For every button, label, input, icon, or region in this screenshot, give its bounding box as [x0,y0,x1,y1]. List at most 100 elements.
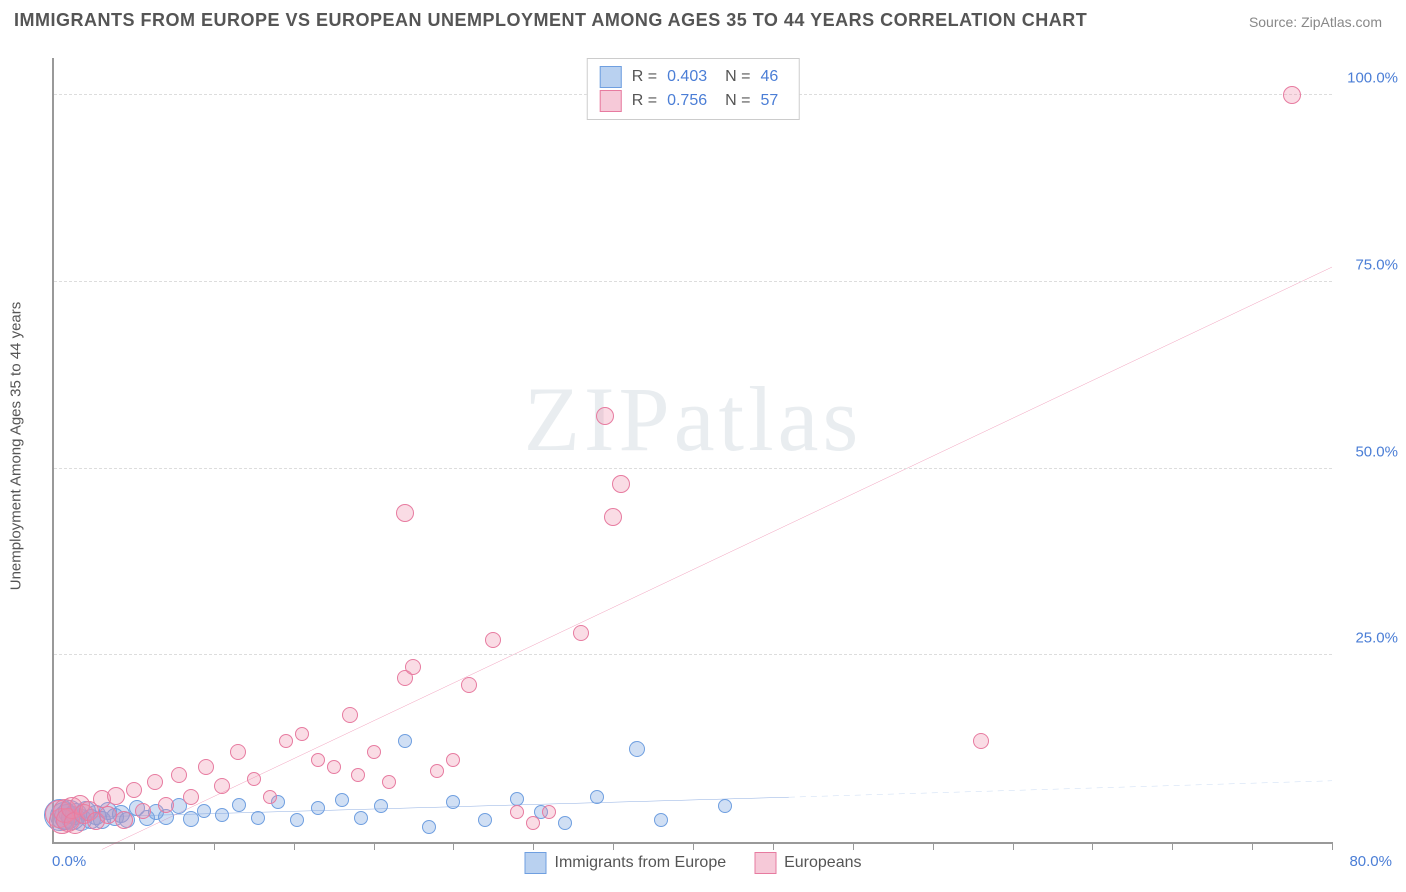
n-label: N = [725,89,750,113]
scatter-point-immigrants [422,820,436,834]
scatter-point-europeans [446,753,460,767]
x-tick [613,842,614,850]
scatter-point-immigrants [215,808,229,822]
legend-stats-box: R = 0.403 N = 46R = 0.756 N = 57 [587,58,800,120]
y-tick-label: 25.0% [1355,630,1398,647]
x-tick [214,842,215,850]
chart-plot-area: ZIPatlas R =0.403N =46R =0.756N =57 0.0%… [52,58,1332,844]
scatter-point-immigrants [654,813,668,827]
scatter-point-europeans [485,632,501,648]
y-tick-label: 75.0% [1355,257,1398,274]
x-axis-end-label: 80.0% [1349,853,1392,870]
legend-series-box: Immigrants from Europe Europeans [525,852,862,874]
scatter-point-immigrants [510,792,524,806]
r-label: R = [632,89,657,113]
scatter-point-immigrants [718,799,732,813]
source-label: Source: ZipAtlas.com [1249,14,1382,30]
x-tick [533,842,534,850]
scatter-point-europeans [973,733,989,749]
scatter-point-europeans [135,803,151,819]
scatter-point-europeans [198,759,214,775]
scatter-point-immigrants [290,813,304,827]
scatter-point-europeans [171,767,187,783]
scatter-point-immigrants [354,811,368,825]
x-tick [933,842,934,850]
y-tick-label: 50.0% [1355,443,1398,460]
legend-swatch [754,852,776,874]
scatter-point-europeans [214,778,230,794]
x-tick [1252,842,1253,850]
scatter-point-immigrants [251,811,265,825]
x-tick [134,842,135,850]
legend-item-immigrants: Immigrants from Europe [525,852,727,874]
scatter-point-europeans [327,760,341,774]
legend-item-europeans: Europeans [754,852,861,874]
scatter-point-europeans [279,734,293,748]
y-tick-label: 100.0% [1347,70,1398,87]
scatter-point-europeans [115,811,133,829]
x-tick [1092,842,1093,850]
legend-label: Immigrants from Europe [555,854,727,872]
scatter-point-immigrants [197,804,211,818]
legend-swatch [525,852,547,874]
scatter-point-europeans [542,805,556,819]
scatter-point-europeans [396,504,414,522]
scatter-point-europeans [147,774,163,790]
scatter-point-europeans [382,775,396,789]
scatter-point-immigrants [590,790,604,804]
scatter-point-europeans [183,789,199,805]
scatter-point-immigrants [558,816,572,830]
scatter-point-europeans [295,727,309,741]
legend-stats-row-immigrants: R =0.403N =46 [600,65,787,89]
scatter-point-europeans [510,805,524,819]
scatter-point-immigrants [374,799,388,813]
scatter-point-europeans [126,782,142,798]
scatter-point-immigrants [311,801,325,815]
scatter-point-immigrants [232,798,246,812]
legend-swatch [600,90,622,112]
scatter-point-europeans [1283,86,1301,104]
scatter-point-europeans [604,508,622,526]
scatter-point-europeans [247,772,261,786]
scatter-point-europeans [596,407,614,425]
y-axis-label: Unemployment Among Ages 35 to 44 years [8,302,25,591]
scatter-point-europeans [230,744,246,760]
scatter-point-immigrants [335,793,349,807]
regression-line-europeans [102,267,1332,849]
x-tick [693,842,694,850]
n-label: N = [725,65,750,89]
n-value: 46 [760,65,778,89]
x-tick [374,842,375,850]
legend-label: Europeans [784,854,861,872]
scatter-point-immigrants [478,813,492,827]
scatter-point-europeans [430,764,444,778]
n-value: 57 [760,89,778,113]
x-axis-start-label: 0.0% [52,853,86,870]
scatter-point-europeans [107,787,125,805]
scatter-point-europeans [573,625,589,641]
scatter-point-europeans [342,707,358,723]
scatter-point-europeans [158,797,174,813]
x-tick [773,842,774,850]
scatter-point-europeans [405,659,421,675]
legend-stats-row-europeans: R = 0.756 N = 57 [600,89,787,113]
scatter-point-immigrants [398,734,412,748]
x-tick [453,842,454,850]
chart-title: IMMIGRANTS FROM EUROPE VS EUROPEAN UNEMP… [14,10,1087,31]
regression-lines-layer [54,58,1332,842]
watermark: ZIPatlas [524,366,863,472]
scatter-point-europeans [263,790,277,804]
scatter-point-europeans [367,745,381,759]
x-tick [853,842,854,850]
x-tick [294,842,295,850]
scatter-point-europeans [612,475,630,493]
x-tick [1013,842,1014,850]
r-value: 0.403 [667,65,707,89]
x-tick [1332,842,1333,850]
watermark-thin: atlas [674,368,863,470]
r-value: 0.756 [667,89,707,113]
legend-swatch [600,66,622,88]
scatter-point-europeans [351,768,365,782]
scatter-point-immigrants [629,741,645,757]
gridline [54,468,1332,469]
